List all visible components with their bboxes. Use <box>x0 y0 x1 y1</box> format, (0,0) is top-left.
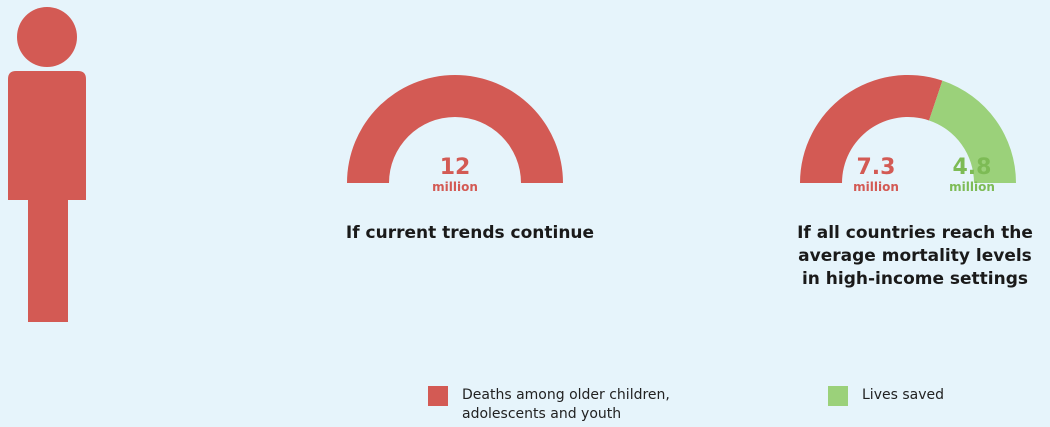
gauge-high-income-scenario <box>800 74 1016 183</box>
gauge1-arc-deaths <box>347 75 563 183</box>
legend-label-saved: Lives saved <box>862 387 944 403</box>
legend-item-saved: Lives saved <box>828 386 1008 406</box>
person-figure-icon <box>8 7 86 322</box>
gauge1-value-deaths: 12 million <box>415 155 495 195</box>
gauge1-caption: If current trends continue <box>345 223 595 243</box>
gauge2-value-deaths-number: 7.3 <box>856 155 896 180</box>
person-body <box>8 71 86 322</box>
gauge2-value-deaths-unit: million <box>853 180 899 194</box>
gauge2-value-saved: 4.8 million <box>934 155 1010 195</box>
legend-item-deaths: Deaths among older children, adolescents… <box>428 386 728 424</box>
legend-swatch-saved <box>828 386 848 406</box>
gauge2-arc-saved <box>929 80 1016 183</box>
gauge1-value-number: 12 <box>439 155 471 180</box>
gauge2-value-deaths: 7.3 million <box>838 155 914 195</box>
gauge-current-trends <box>347 75 563 183</box>
person-head <box>17 7 77 67</box>
gauge2-caption: If all countries reach the average morta… <box>797 223 1033 289</box>
gauge1-value-unit: million <box>432 180 478 194</box>
gauge2-value-saved-number: 4.8 <box>952 155 992 180</box>
gauge2-arc-deaths <box>800 74 943 183</box>
legend-label-deaths: Deaths among older children, adolescents… <box>462 387 670 422</box>
gauge2-value-saved-unit: million <box>949 180 995 194</box>
legend-swatch-deaths <box>428 386 448 406</box>
